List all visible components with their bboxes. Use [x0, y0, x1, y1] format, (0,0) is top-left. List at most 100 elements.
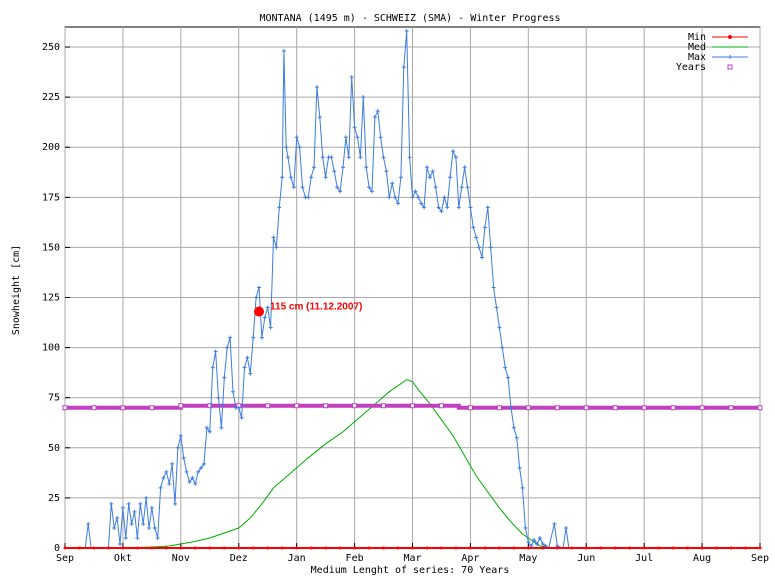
x-axis-ticks: Sep Okt Nov Dez Jan Feb Mar Apr May Jun Jul Aug Sep — [56, 543, 769, 564]
series-max-point — [277, 205, 282, 210]
series-max-point — [384, 169, 389, 174]
series-max-point — [491, 285, 496, 290]
series-max-point — [199, 465, 204, 470]
series-max-point — [230, 389, 235, 394]
series-max-point — [254, 295, 259, 300]
series-min-point — [454, 546, 458, 550]
series-years-point — [496, 405, 502, 411]
series-max-point — [265, 305, 270, 310]
x-tick-label: Sep — [751, 553, 769, 564]
series-max-point — [488, 245, 493, 250]
series-min-point — [758, 546, 762, 550]
legend-label-min: Min — [688, 32, 706, 43]
series-max-point — [175, 445, 180, 450]
series-max-point — [364, 165, 369, 170]
series-min-point — [367, 546, 371, 550]
series-max-point — [242, 365, 247, 370]
x-axis-label: Medium Lenght of series: 70 Years — [311, 565, 510, 576]
series-max-point — [335, 185, 340, 190]
series-max-point — [532, 537, 537, 542]
series-max-point — [523, 525, 528, 530]
series-max-point — [317, 115, 322, 120]
series-years-point — [467, 405, 473, 411]
series-max-point — [173, 501, 178, 506]
series-min-point — [106, 546, 110, 550]
y-tick-label: 100 — [42, 343, 60, 354]
series-years-point — [91, 405, 97, 411]
series-max-point — [427, 175, 432, 180]
series-max-point — [219, 425, 224, 430]
series-max-point — [482, 225, 487, 230]
series-max-point — [494, 305, 499, 310]
series-max-point — [367, 185, 372, 190]
series-max-point — [355, 135, 360, 140]
series-max-point — [520, 485, 525, 490]
series-max-point — [343, 135, 348, 140]
x-tick-label: Jan — [288, 553, 306, 564]
series-max-point — [465, 185, 470, 190]
series-min — [63, 546, 762, 550]
series-min-point — [63, 546, 67, 550]
series-years-point — [670, 405, 676, 411]
series-min-point — [715, 546, 719, 550]
series-years-point — [323, 403, 329, 409]
x-tick-label: Sep — [56, 553, 74, 564]
series-max-point — [213, 349, 218, 354]
series-years-point — [381, 403, 387, 409]
series-max-point — [398, 175, 403, 180]
series-max-point — [323, 175, 328, 180]
series-max-point — [503, 365, 508, 370]
series-min-point — [382, 546, 386, 550]
series-layer — [62, 29, 763, 550]
series-min-point — [295, 546, 299, 550]
series-max-point — [407, 155, 412, 160]
series-max-point — [152, 525, 157, 530]
series-min-point — [425, 546, 429, 550]
series-min-point — [150, 546, 154, 550]
series-max-point — [86, 521, 91, 526]
series-max-point — [204, 425, 209, 430]
series-max-point — [419, 201, 424, 206]
series-max-point — [485, 205, 490, 210]
x-tick-label: Feb — [346, 553, 364, 564]
series-max-point — [451, 149, 456, 154]
series-max-point — [401, 65, 406, 70]
series-max-point — [381, 155, 386, 160]
series-max-point — [262, 315, 267, 320]
series-max-point — [535, 541, 540, 546]
series-max-point — [158, 485, 163, 490]
series-min-point — [324, 546, 328, 550]
series-min-point — [584, 546, 588, 550]
series-max-point — [552, 521, 557, 526]
annotation: 115 cm (11.12.2007) — [254, 302, 362, 317]
series-max-point — [129, 521, 134, 526]
series-max-point — [332, 169, 337, 174]
series-min-point — [671, 546, 675, 550]
series-max-point — [187, 479, 192, 484]
series-min-point — [164, 546, 168, 550]
series-max-point — [378, 135, 383, 140]
series-years-point — [757, 405, 763, 411]
series-max-point — [459, 185, 464, 190]
series-max-point — [236, 405, 241, 410]
legend-label-max: Max — [688, 52, 706, 63]
x-tick-label: Apr — [461, 553, 479, 564]
legend-label-years: Years — [676, 62, 706, 73]
series-max-point — [346, 155, 351, 160]
series-max-point — [248, 371, 253, 376]
series-years-point — [525, 405, 531, 411]
series-max-point — [375, 109, 380, 114]
series-min-point — [686, 546, 690, 550]
annotation-marker — [254, 306, 265, 317]
series-years-point — [178, 403, 184, 409]
series-min-point — [541, 546, 545, 550]
series-max-point — [294, 135, 299, 140]
series-max-point — [112, 525, 117, 530]
legend-swatch-max-point — [728, 55, 732, 59]
y-tick-label: 250 — [42, 42, 60, 53]
series-max-point — [146, 525, 151, 530]
series-years-point — [612, 405, 618, 411]
series-max-point — [424, 165, 429, 170]
series-min-point — [411, 546, 414, 550]
